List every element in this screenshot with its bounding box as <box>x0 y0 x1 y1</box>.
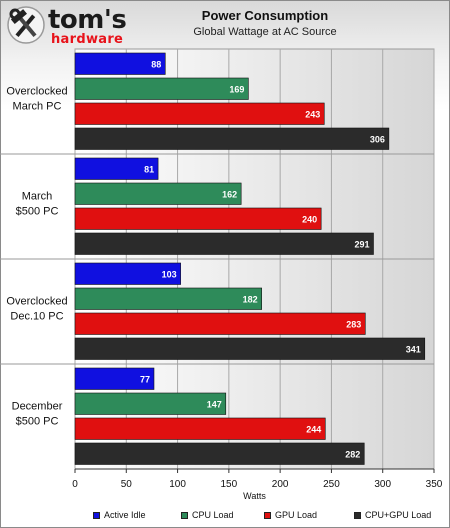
bars: 88 169 243 306 81 162 240 291 103 182 283 341 77 147 2… <box>74 52 426 465</box>
bar-gpu-load <box>74 312 366 335</box>
legend-swatch <box>181 511 188 519</box>
x-tick-label: 0 <box>72 479 78 490</box>
bar-value-label: 162 <box>222 189 237 199</box>
bar-value-label: 147 <box>207 399 222 409</box>
bar-cpu-load <box>74 77 249 100</box>
category-labels: Overclocked March PC March $500 PC Overclock… <box>6 86 67 428</box>
bar-value-label: 77 <box>140 374 150 384</box>
legend-item: Active Idle <box>93 510 146 520</box>
category-label: Overclocked Dec.10 PC <box>6 296 67 323</box>
bar-value-label: 244 <box>306 424 321 434</box>
x-tick-label: 300 <box>374 479 391 490</box>
x-tick-label: 350 <box>426 479 443 490</box>
bar-value-label: 88 <box>151 59 161 69</box>
category-label: Overclocked March PC <box>6 86 67 113</box>
legend-item: CPU Load <box>181 510 234 520</box>
bar-cpu-gpu-load <box>74 337 426 360</box>
brand-logo: tom's hardware <box>6 5 136 47</box>
bar-value-label: 169 <box>229 84 244 94</box>
legend-swatch <box>93 511 100 519</box>
legend-item: CPU+GPU Load <box>354 510 431 520</box>
bar-value-label: 282 <box>345 449 360 459</box>
x-tick-label: 200 <box>272 479 289 490</box>
bar-cpu-gpu-load <box>74 232 374 255</box>
bar-active-idle <box>74 157 159 180</box>
legend-swatch <box>264 511 271 519</box>
category-label: March $500 PC <box>16 191 59 218</box>
category-label: December $500 PC <box>12 401 63 428</box>
bar-value-label: 283 <box>346 319 361 329</box>
chart-subtitle: Global Wattage at AC Source <box>193 26 337 38</box>
bar-cpu-gpu-load <box>74 127 390 150</box>
bar-active-idle <box>74 367 155 390</box>
bar-cpu-load <box>74 392 227 415</box>
bar-value-label: 81 <box>144 164 154 174</box>
bar-value-label: 182 <box>243 294 258 304</box>
group-separators <box>0 153 434 365</box>
chart-title: Power Consumption <box>201 8 329 23</box>
hammer-wrench-icon <box>7 6 45 44</box>
bar-active-idle <box>74 262 181 285</box>
x-tick-label: 250 <box>323 479 340 490</box>
bar-cpu-gpu-load <box>74 442 365 465</box>
bar-gpu-load <box>74 102 325 125</box>
bar-gpu-load <box>74 417 326 440</box>
brand-subname: hardware <box>51 32 124 47</box>
legend-item: GPU Load <box>264 510 317 520</box>
x-tick-label: 100 <box>169 479 186 490</box>
x-tick-label: 50 <box>121 479 133 490</box>
bar-active-idle <box>74 52 166 75</box>
legend: Active Idle CPU Load GPU Load CPU+GPU Load <box>0 510 450 524</box>
bar-value-label: 306 <box>370 134 385 144</box>
legend-label: CPU+GPU Load <box>365 510 432 520</box>
legend-label: Active Idle <box>104 510 146 520</box>
bar-cpu-load <box>74 182 242 205</box>
bar-gpu-load <box>74 207 322 230</box>
x-axis-title: Watts <box>243 491 266 501</box>
x-tick-label: 150 <box>221 479 238 490</box>
legend-label: GPU Load <box>275 510 318 520</box>
legend-swatch <box>354 511 361 519</box>
bar-value-label: 240 <box>302 214 317 224</box>
bar-cpu-load <box>74 287 262 310</box>
bar-value-label: 341 <box>406 344 421 354</box>
bar-value-label: 103 <box>162 269 177 279</box>
bar-value-label: 291 <box>354 239 369 249</box>
bar-value-label: 243 <box>305 109 320 119</box>
x-axis: 0 50 100 150 200 250 300 350 <box>72 468 443 490</box>
brand-name: tom's <box>48 5 127 35</box>
legend-label: CPU Load <box>192 510 234 520</box>
